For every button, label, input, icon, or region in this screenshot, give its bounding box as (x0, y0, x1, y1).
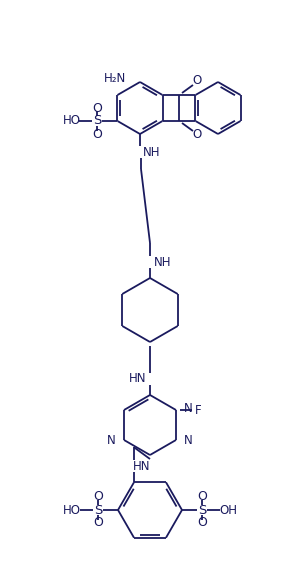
Text: O: O (197, 490, 207, 504)
Text: HO: HO (63, 504, 81, 516)
Text: O: O (192, 75, 202, 87)
Text: S: S (93, 114, 102, 128)
Text: OH: OH (219, 504, 237, 516)
Text: NH: NH (154, 255, 172, 269)
Text: N: N (184, 435, 193, 447)
Text: F: F (195, 404, 201, 416)
Text: O: O (192, 128, 202, 141)
Text: O: O (92, 102, 102, 114)
Text: NH: NH (143, 145, 161, 159)
Text: HO: HO (63, 114, 80, 128)
Text: H₂N: H₂N (104, 72, 127, 86)
Text: HN: HN (133, 460, 151, 473)
Text: N: N (184, 402, 193, 416)
Text: N: N (107, 435, 116, 447)
Text: S: S (94, 504, 102, 516)
Text: O: O (197, 516, 207, 530)
Text: O: O (92, 128, 102, 140)
Text: O: O (93, 490, 103, 504)
Text: S: S (198, 504, 206, 516)
Text: HN: HN (129, 373, 147, 385)
Text: O: O (93, 516, 103, 530)
